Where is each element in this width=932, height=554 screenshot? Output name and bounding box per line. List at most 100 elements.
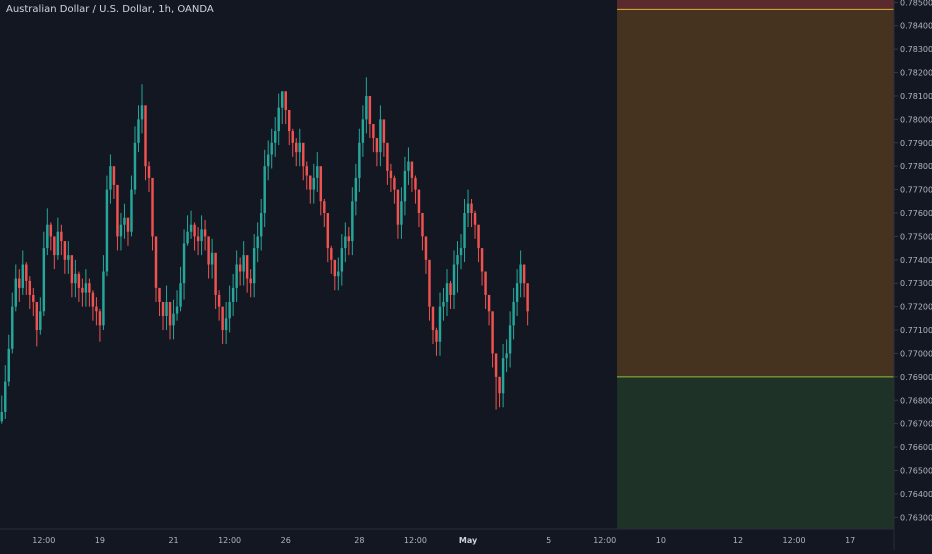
candle-body [400, 201, 403, 225]
chart-title: Australian Dollar / U.S. Dollar, 1h, OAN… [6, 4, 214, 15]
candle [35, 301, 39, 347]
candle-body [305, 166, 308, 176]
candle-body [379, 119, 382, 153]
candle [273, 117, 277, 157]
candle [480, 248, 484, 286]
candle [109, 154, 112, 204]
time-axis[interactable]: 12:00 19 21 12:00 26 28 12:00 May 5 12:00 10 12 12:0… [32, 536, 855, 545]
candle [372, 124, 375, 153]
candle-body [53, 236, 56, 256]
candles [0, 77, 529, 424]
candle-body [414, 177, 417, 190]
candle [407, 147, 410, 185]
candle-body [396, 189, 400, 225]
y-tick-label: 0.76600 [900, 443, 932, 452]
candle [459, 234, 463, 270]
candle [256, 222, 259, 263]
candle-body [245, 255, 249, 279]
candle [316, 152, 319, 192]
candle-body [60, 231, 63, 242]
candle [60, 224, 63, 256]
price-zones [617, 0, 894, 529]
candle-body [288, 110, 291, 132]
candle [7, 334, 10, 387]
candle-body [319, 166, 323, 202]
candle [245, 255, 249, 293]
candle-body [102, 271, 105, 326]
candle [221, 306, 224, 345]
candle-body [186, 231, 189, 244]
zone-mid [617, 9, 894, 377]
candle [494, 353, 498, 410]
candle-body [259, 213, 263, 237]
candle [116, 184, 119, 251]
candle [70, 255, 74, 298]
candle-body [459, 248, 463, 256]
candle [77, 271, 81, 302]
candle-body [309, 175, 312, 190]
candle [49, 222, 53, 251]
candle [498, 376, 501, 408]
candle-body [470, 203, 473, 214]
candle [56, 217, 60, 260]
candle [74, 259, 77, 298]
candle [179, 266, 182, 312]
candle-body [182, 243, 186, 284]
candle-body [193, 224, 196, 237]
candle [266, 140, 270, 181]
candle [508, 311, 512, 368]
candle [11, 292, 14, 354]
candle [154, 236, 158, 302]
y-tick-label: 0.77100 [900, 326, 932, 335]
candle-body [196, 236, 200, 242]
candle [39, 297, 42, 335]
candle-body [189, 224, 193, 232]
candle-body [312, 177, 316, 190]
candle-body [137, 119, 140, 143]
candle [309, 175, 312, 204]
candle [340, 234, 344, 286]
candle-body [344, 236, 347, 249]
candle [42, 231, 46, 316]
candle-body [361, 119, 365, 143]
zone-top [617, 0, 894, 10]
candle-body [477, 224, 480, 249]
candle-body [505, 353, 508, 359]
candle-body [340, 248, 344, 272]
candle [456, 241, 459, 293]
candle [182, 229, 186, 300]
candle-body [438, 306, 442, 342]
candle [484, 271, 487, 309]
candle [417, 189, 421, 228]
candle-body [473, 213, 477, 225]
x-tick-label: 12:00 [32, 536, 55, 545]
candle [126, 217, 130, 246]
candle-body [109, 166, 112, 190]
price-axis[interactable]: 0.78500 0.78400 0.78300 0.78200 0.78100 0.780… [894, 0, 932, 522]
candle [526, 283, 529, 326]
candle-body [382, 119, 386, 143]
candle [259, 198, 263, 251]
candle [46, 208, 49, 256]
candle [326, 213, 330, 263]
candle-body [165, 301, 168, 316]
candle-body [249, 278, 252, 284]
candle [14, 264, 18, 312]
candle [403, 156, 407, 216]
candle-body [480, 248, 484, 272]
candle [337, 257, 340, 291]
candle [473, 210, 477, 239]
candle-body [130, 189, 133, 232]
candle [452, 250, 456, 309]
candle [396, 189, 400, 239]
candle [477, 224, 480, 263]
candle-body [11, 306, 14, 349]
candle-body [351, 201, 354, 242]
candle-body [63, 241, 67, 260]
candle-body [214, 252, 217, 295]
candle [217, 290, 221, 321]
x-tick-label: 12 [733, 536, 743, 545]
y-tick-label: 0.77800 [900, 162, 932, 171]
